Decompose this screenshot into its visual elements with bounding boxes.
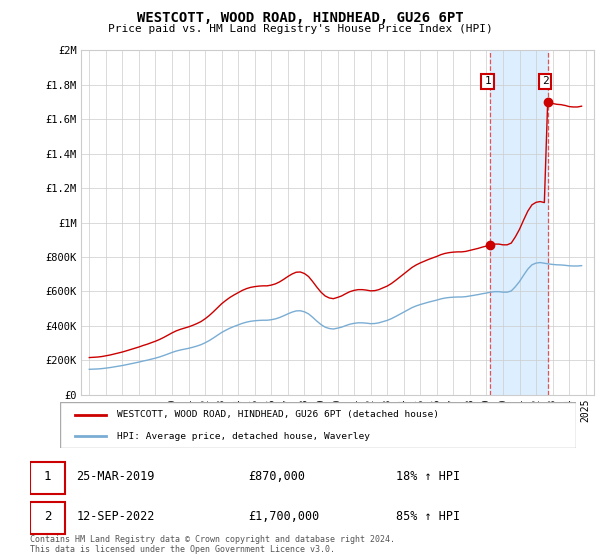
Text: WESTCOTT, WOOD ROAD, HINDHEAD, GU26 6PT (detached house): WESTCOTT, WOOD ROAD, HINDHEAD, GU26 6PT … bbox=[117, 410, 439, 419]
FancyBboxPatch shape bbox=[60, 402, 576, 448]
Text: 18% ↑ HPI: 18% ↑ HPI bbox=[396, 470, 460, 483]
Text: Price paid vs. HM Land Registry's House Price Index (HPI): Price paid vs. HM Land Registry's House … bbox=[107, 24, 493, 34]
Bar bbox=[490, 50, 548, 395]
Text: HPI: Average price, detached house, Waverley: HPI: Average price, detached house, Wave… bbox=[117, 432, 370, 441]
Text: 1: 1 bbox=[484, 76, 491, 86]
Text: 2: 2 bbox=[542, 76, 548, 86]
FancyBboxPatch shape bbox=[30, 462, 65, 494]
Text: £870,000: £870,000 bbox=[248, 470, 305, 483]
Text: 25-MAR-2019: 25-MAR-2019 bbox=[76, 470, 155, 483]
Text: £1,700,000: £1,700,000 bbox=[248, 511, 320, 524]
Text: 85% ↑ HPI: 85% ↑ HPI bbox=[396, 511, 460, 524]
Text: 1: 1 bbox=[44, 470, 51, 483]
FancyBboxPatch shape bbox=[30, 502, 65, 534]
Text: 2: 2 bbox=[44, 511, 51, 524]
Text: WESTCOTT, WOOD ROAD, HINDHEAD, GU26 6PT: WESTCOTT, WOOD ROAD, HINDHEAD, GU26 6PT bbox=[137, 11, 463, 25]
Text: 12-SEP-2022: 12-SEP-2022 bbox=[76, 511, 155, 524]
Text: Contains HM Land Registry data © Crown copyright and database right 2024.
This d: Contains HM Land Registry data © Crown c… bbox=[30, 535, 395, 554]
